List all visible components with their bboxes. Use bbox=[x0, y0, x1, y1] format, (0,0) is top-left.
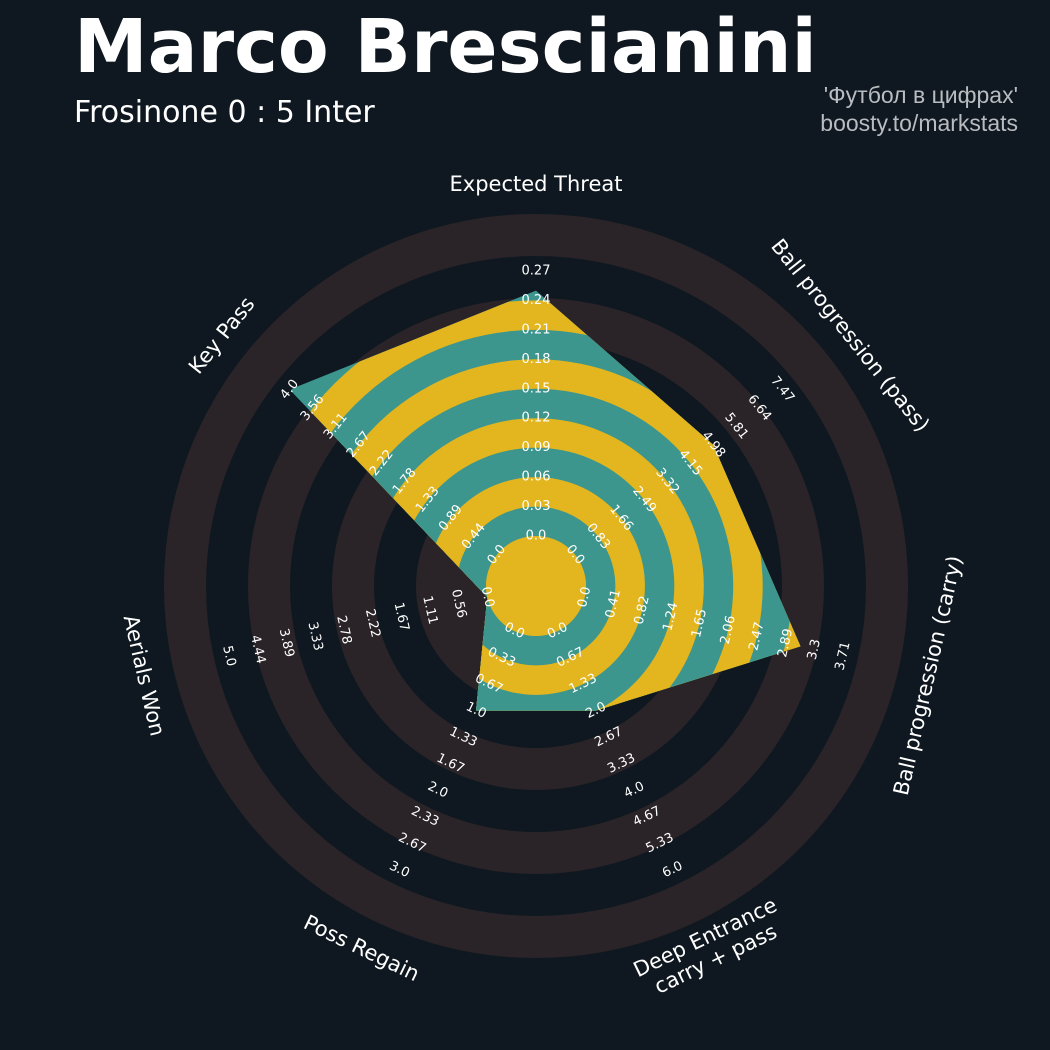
radar-tick-label: 2.89 bbox=[775, 627, 796, 659]
radar-tick-label: 0.15 bbox=[522, 381, 551, 396]
radar-tick-label: 0.24 bbox=[522, 293, 551, 308]
radar-tick-label: 0.06 bbox=[522, 470, 551, 485]
radar-tick-label: 2.22 bbox=[362, 608, 383, 640]
radar-tick-label: 2.78 bbox=[333, 614, 354, 646]
page-title: Marco Brescianini bbox=[74, 4, 817, 90]
credit-line-1: 'Футбол в цифрах' bbox=[823, 82, 1018, 108]
radar-parameter-label-line: Expected Threat bbox=[450, 172, 623, 196]
radar-parameter-label-line: Aerials Won bbox=[119, 613, 170, 739]
radar-tick-label: 0.12 bbox=[522, 411, 551, 426]
radar-tick-label: 0.18 bbox=[522, 352, 551, 367]
radar-tick-label: 3.33 bbox=[304, 621, 325, 653]
radar-tick-label: 4.44 bbox=[247, 634, 268, 666]
match-subtitle: Frosinone 0 : 5 Inter bbox=[74, 95, 375, 130]
radar-tick-label: 0.0 bbox=[575, 585, 594, 609]
radar-tick-label: 0.0 bbox=[478, 585, 497, 609]
radar-tick-label: 3.71 bbox=[833, 640, 854, 672]
radar-tick-label: 0.09 bbox=[522, 440, 551, 455]
radar-tick-label: 1.65 bbox=[689, 608, 710, 640]
radar-tick-label: 0.21 bbox=[522, 322, 551, 337]
radar-tick-label: 0.82 bbox=[632, 594, 653, 626]
radar-tick-label: 3.3 bbox=[805, 638, 824, 662]
radar-center-disc bbox=[486, 536, 586, 636]
radar-tick-label: 3.89 bbox=[276, 627, 297, 659]
radar-parameter-label: Expected Threat bbox=[450, 172, 623, 196]
radar-tick-label: 1.67 bbox=[391, 601, 412, 633]
radar-tick-label: 0.03 bbox=[522, 499, 551, 514]
radar-tick-label: 1.24 bbox=[660, 601, 681, 633]
radar-tick-label: 5.0 bbox=[219, 644, 238, 668]
radar-tick-label: 0.56 bbox=[448, 588, 469, 620]
radar-tick-label: 1.11 bbox=[419, 594, 440, 626]
radar-parameter-label: Aerials Won bbox=[119, 613, 170, 739]
radar-tick-label: 2.47 bbox=[746, 621, 767, 653]
radar-tick-label: 0.0 bbox=[526, 529, 547, 544]
radar-tick-label: 0.41 bbox=[603, 588, 624, 620]
radar-tick-label: 0.27 bbox=[522, 264, 551, 279]
radar-tick-label: 2.06 bbox=[718, 614, 739, 646]
credit-line-2: boosty.to/markstats bbox=[820, 110, 1018, 136]
